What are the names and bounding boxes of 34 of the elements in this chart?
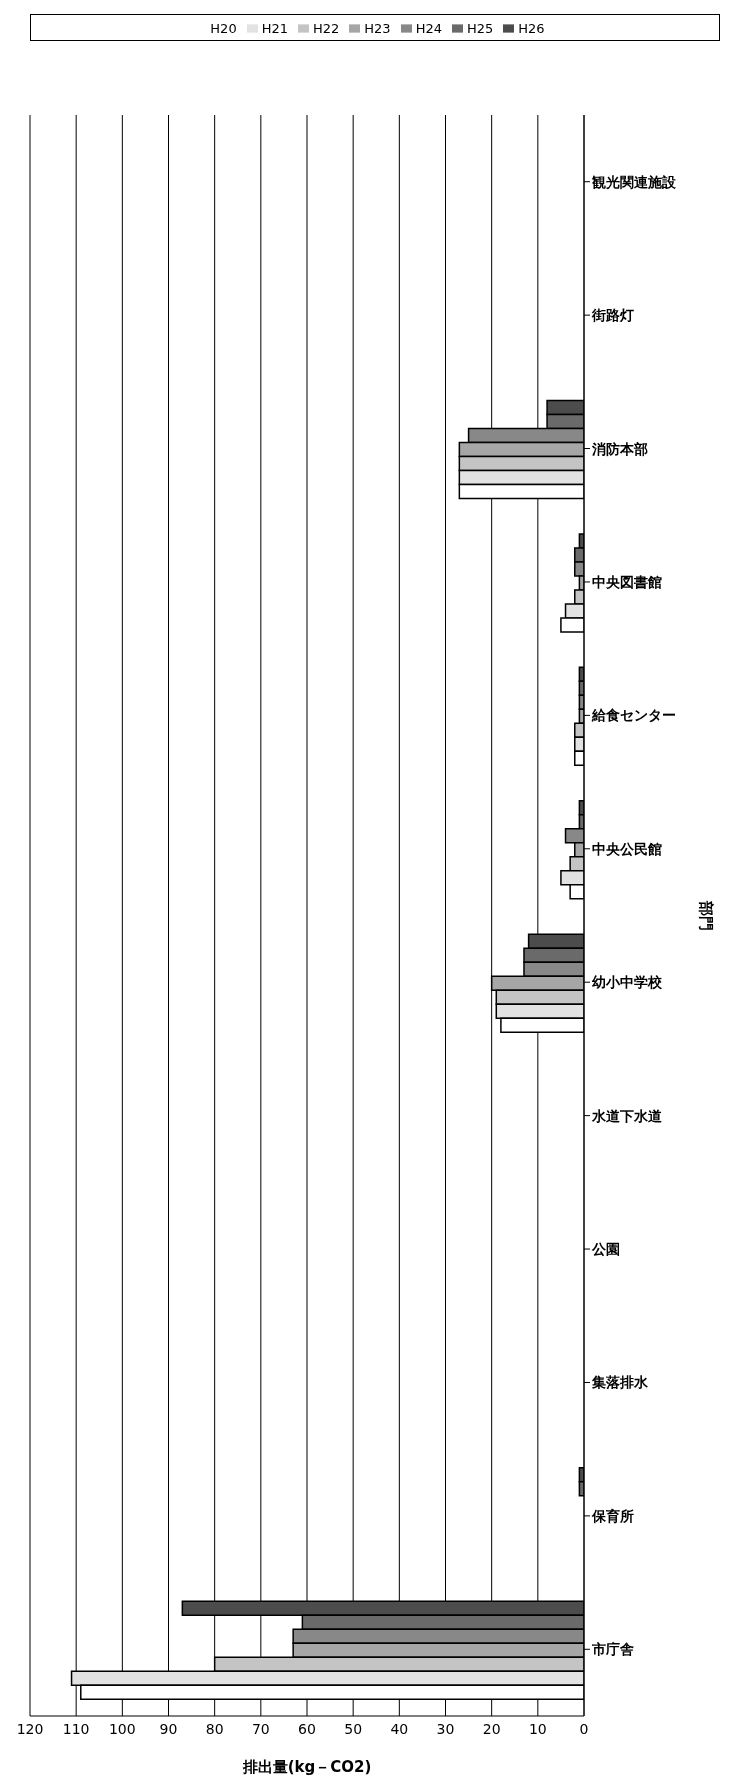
legend-label: H26 — [518, 21, 545, 36]
x-tick-label: 110 — [62, 1720, 90, 1737]
x-tick-label: 50 — [344, 1720, 363, 1737]
x-tick-label: 0 — [579, 1720, 589, 1737]
legend-label: H22 — [313, 21, 340, 36]
x-tick-label: 30 — [436, 1720, 455, 1737]
y-tick-label: 給食センター — [591, 707, 676, 724]
legend-label: H25 — [466, 21, 494, 36]
y-tick-label: 観光関連施設 — [591, 173, 677, 190]
legend-label: H21 — [261, 21, 288, 36]
y-tick-label: 消防本部 — [591, 440, 648, 457]
x-tick-label: 70 — [251, 1720, 270, 1737]
y-tick-label: 公園 — [591, 1241, 620, 1258]
x-tick-label: 10 — [528, 1720, 547, 1737]
y-tick-label: 集落排水 — [591, 1374, 649, 1391]
x-tick-label: 90 — [159, 1720, 178, 1737]
x-tick-label: 100 — [108, 1720, 136, 1737]
legend-label: H23 — [364, 21, 391, 36]
y-axis-title: 部門 — [696, 899, 715, 931]
x-tick-label: 60 — [298, 1720, 316, 1737]
text: H20 — [210, 21, 237, 36]
y-tick-label: 幼小中学校 — [591, 974, 663, 991]
y-tick-label: 市庁舎 — [591, 1641, 634, 1658]
x-tick-label: 20 — [482, 1720, 501, 1737]
y-tick-label: 街路灯 — [591, 307, 634, 324]
legend-label: H24 — [415, 21, 442, 36]
x-axis-title: 排出量(kg－CO2) — [241, 1758, 372, 1776]
y-tick-label: 保育所 — [591, 1507, 634, 1524]
y-tick-label: 中央図書館 — [592, 573, 662, 590]
x-tick-label: 40 — [390, 1720, 409, 1737]
y-tick-label: 水道下水道 — [591, 1107, 663, 1124]
y-tick-label: 中央公民館 — [592, 840, 662, 857]
x-tick-label: 120 — [16, 1720, 44, 1737]
x-tick-label: 80 — [205, 1720, 224, 1737]
